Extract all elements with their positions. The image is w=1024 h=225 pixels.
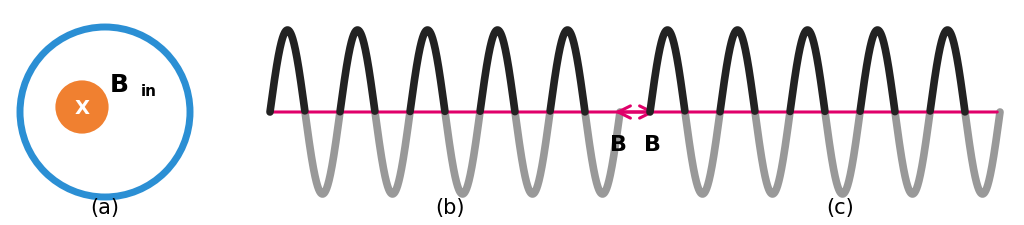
Text: (a): (a) [90,197,120,217]
Text: in: in [141,83,157,98]
Text: B: B [110,73,129,97]
Circle shape [54,80,110,135]
Text: (b): (b) [435,197,465,217]
Text: (c): (c) [826,197,854,217]
Text: X: X [75,98,89,117]
Text: B: B [643,134,660,154]
Text: B: B [609,134,627,154]
